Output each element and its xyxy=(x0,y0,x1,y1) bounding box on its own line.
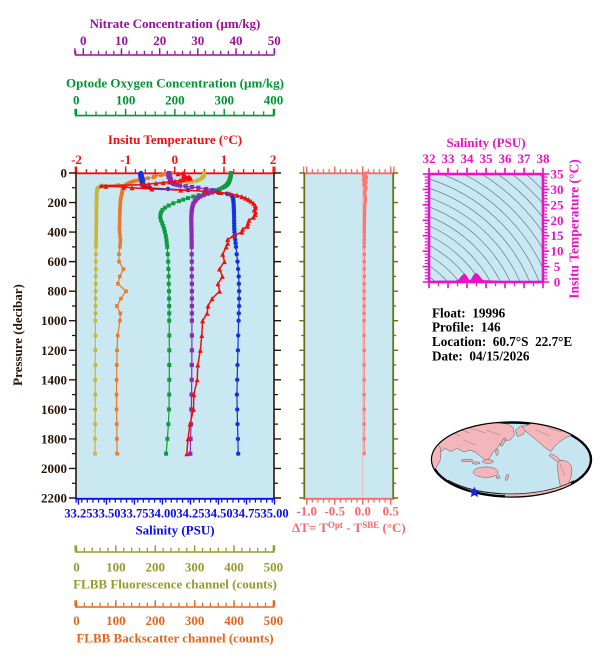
svg-text:0: 0 xyxy=(73,93,80,108)
svg-text:Salinity (PSU): Salinity (PSU) xyxy=(135,523,214,538)
svg-text:34.25: 34.25 xyxy=(176,507,204,521)
svg-text:-0.5: -0.5 xyxy=(324,504,345,519)
svg-text:33.75: 33.75 xyxy=(120,507,148,521)
svg-text:ΔT= TOpt - TSBE (°C): ΔT= TOpt - TSBE (°C) xyxy=(292,520,406,535)
svg-text:Profile: 146: Profile: 146 xyxy=(432,320,501,335)
svg-text:400: 400 xyxy=(224,613,244,628)
svg-text:Insitu Temperature (°C): Insitu Temperature (°C) xyxy=(108,132,242,147)
svg-text:30: 30 xyxy=(191,33,204,48)
svg-text:0: 0 xyxy=(73,613,80,628)
svg-text:5: 5 xyxy=(554,259,561,274)
svg-text:15: 15 xyxy=(551,228,565,243)
svg-text:Optode Oxygen Concentration (µ: Optode Oxygen Concentration (µm/kg) xyxy=(66,76,284,91)
svg-text:Insitu Temperature (°C): Insitu Temperature (°C) xyxy=(567,159,582,298)
svg-text:2200: 2200 xyxy=(41,491,67,506)
svg-text:200: 200 xyxy=(48,195,68,210)
svg-text:33: 33 xyxy=(442,151,456,166)
svg-text:300: 300 xyxy=(185,613,205,628)
svg-text:20: 20 xyxy=(551,213,564,228)
svg-text:FLBB Backscatter channel (coun: FLBB Backscatter channel (counts) xyxy=(76,631,273,646)
svg-text:200: 200 xyxy=(146,560,166,575)
svg-text:0.0: 0.0 xyxy=(355,504,371,519)
svg-text:34.50: 34.50 xyxy=(204,507,232,521)
svg-text:34.75: 34.75 xyxy=(232,507,260,521)
svg-text:100: 100 xyxy=(116,93,136,108)
svg-text:37: 37 xyxy=(518,151,532,166)
svg-text:-2: -2 xyxy=(71,152,82,167)
svg-text:400: 400 xyxy=(48,225,68,240)
svg-text:1200: 1200 xyxy=(41,343,67,358)
svg-text:38: 38 xyxy=(537,151,551,166)
svg-text:100: 100 xyxy=(106,560,126,575)
svg-text:34.00: 34.00 xyxy=(148,507,176,521)
svg-text:400: 400 xyxy=(264,93,284,108)
svg-text:40: 40 xyxy=(230,33,243,48)
svg-text:0.5: 0.5 xyxy=(383,504,400,519)
svg-text:FLBB Fluorescence channel (cou: FLBB Fluorescence channel (counts) xyxy=(73,577,277,592)
svg-text:10: 10 xyxy=(551,244,564,259)
svg-text:200: 200 xyxy=(165,93,185,108)
svg-text:100: 100 xyxy=(106,613,126,628)
svg-text:20: 20 xyxy=(153,33,166,48)
svg-text:25: 25 xyxy=(551,197,565,212)
svg-text:1400: 1400 xyxy=(41,372,67,387)
svg-text:Nitrate Concentration (µm/kg): Nitrate Concentration (µm/kg) xyxy=(90,16,261,31)
svg-text:33.25: 33.25 xyxy=(64,507,92,521)
svg-text:300: 300 xyxy=(214,93,234,108)
svg-text:35: 35 xyxy=(480,151,494,166)
svg-text:500: 500 xyxy=(264,613,284,628)
svg-text:30: 30 xyxy=(551,182,564,197)
svg-text:0: 0 xyxy=(172,152,179,167)
svg-text:1800: 1800 xyxy=(41,431,67,446)
svg-text:Date: 04/15/2026: Date: 04/15/2026 xyxy=(432,349,530,364)
svg-text:Salinity (PSU): Salinity (PSU) xyxy=(446,135,525,150)
svg-text:Pressure (decibar): Pressure (decibar) xyxy=(10,284,25,386)
svg-text:33.50: 33.50 xyxy=(92,507,120,521)
svg-text:800: 800 xyxy=(48,284,68,299)
svg-text:200: 200 xyxy=(146,613,166,628)
svg-text:0: 0 xyxy=(80,33,87,48)
svg-text:35: 35 xyxy=(551,167,565,182)
svg-text:600: 600 xyxy=(48,254,68,269)
svg-text:10: 10 xyxy=(115,33,128,48)
svg-text:0: 0 xyxy=(61,166,68,181)
svg-text:-1: -1 xyxy=(120,152,131,167)
svg-text:Location: 60.7°S 22.7°E: Location: 60.7°S 22.7°E xyxy=(432,334,572,349)
svg-text:300: 300 xyxy=(185,560,205,575)
svg-text:-1.0: -1.0 xyxy=(296,504,317,519)
svg-text:0: 0 xyxy=(554,275,561,290)
svg-text:50: 50 xyxy=(268,33,281,48)
svg-text:500: 500 xyxy=(264,560,284,575)
svg-text:1600: 1600 xyxy=(41,402,67,417)
svg-text:32: 32 xyxy=(423,151,436,166)
svg-text:2: 2 xyxy=(270,152,277,167)
svg-text:36: 36 xyxy=(499,151,513,166)
svg-text:0: 0 xyxy=(73,560,80,575)
svg-text:2000: 2000 xyxy=(41,461,67,476)
svg-text:35.00: 35.00 xyxy=(260,507,288,521)
svg-text:1: 1 xyxy=(221,152,228,167)
svg-text:Float: 19996: Float: 19996 xyxy=(432,306,506,321)
svg-text:1000: 1000 xyxy=(41,313,67,328)
svg-text:34: 34 xyxy=(461,151,475,166)
svg-text:400: 400 xyxy=(224,560,244,575)
